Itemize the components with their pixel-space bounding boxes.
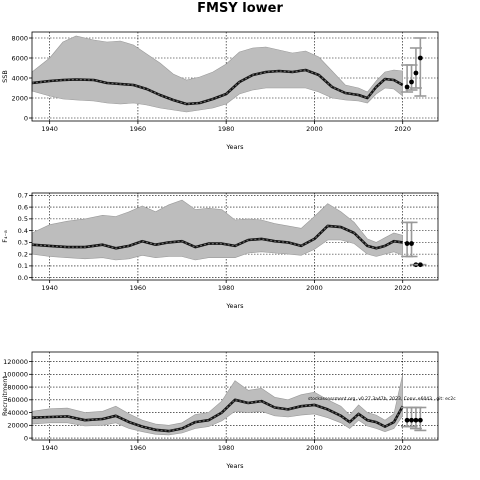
y-tick-label: 60000 (7, 396, 28, 404)
y-tick-label: 120000 (3, 358, 28, 366)
plot-frame (31, 31, 439, 122)
y-tick-label: 4000 (11, 74, 28, 82)
projection-point (404, 241, 410, 246)
projection-point (417, 55, 423, 61)
projection-point (409, 79, 414, 85)
y-tick-label: 0.5 (18, 215, 28, 223)
x-tick-label: 1940 (41, 125, 58, 133)
y-tick-label: 0 (24, 114, 28, 122)
y-tick-label: 8000 (11, 34, 28, 42)
y-tick-label: 0.7 (18, 192, 28, 200)
y-tick-label: 0.1 (18, 262, 28, 270)
x-tick-label: 2020 (394, 284, 411, 292)
projection-point (409, 241, 414, 246)
estimate-line (31, 224, 403, 250)
confidence-band (31, 374, 403, 436)
x-tick-label: 1940 (41, 444, 58, 452)
x-tick-label: 2000 (306, 284, 323, 292)
y-axis-label: F₄₋₈ (1, 230, 9, 243)
plot-frame (31, 351, 439, 441)
y-tick-label: 20000 (7, 422, 28, 430)
x-axis-label: Years (225, 143, 244, 151)
x-tick-label: 2020 (394, 444, 411, 452)
estimate-line (31, 398, 404, 433)
y-tick-label: 0.2 (18, 250, 28, 258)
y-axis-label: Recruitment (1, 376, 9, 416)
plot-frame (31, 192, 439, 281)
projection-point (413, 417, 419, 423)
x-tick-label: 2000 (306, 444, 323, 452)
projection-point (404, 417, 410, 423)
projection-point (417, 262, 423, 268)
y-tick-label: 0.4 (18, 227, 28, 235)
projection-point (413, 70, 419, 76)
y-axis-label: SSB (1, 70, 9, 83)
y-tick-label: 40000 (7, 409, 28, 417)
x-axis-label: Years (225, 462, 244, 470)
y-tick-label: 100000 (3, 371, 28, 379)
chart-panel-2: 1940 1960 1980 2000 2020 0.0 0.1 0.2 0.3 0.4 0.5 0.… (1, 192, 439, 310)
y-tick-label: 6000 (11, 54, 28, 62)
x-tick-label: 2000 (306, 125, 323, 133)
estimate-line-dash (31, 69, 403, 105)
x-tick-label: 1960 (130, 444, 147, 452)
projection-point (404, 84, 410, 90)
x-tick-label: 1960 (130, 284, 147, 292)
y-tick-label: 0 (24, 434, 28, 442)
confidence-band (31, 35, 403, 113)
x-tick-label: 2020 (394, 125, 411, 133)
x-tick-label: 1960 (130, 125, 147, 133)
x-tick-label: 1980 (218, 125, 235, 133)
y-tick-label: 0.0 (18, 274, 28, 282)
x-tick-label: 1940 (41, 284, 58, 292)
projection-point (409, 417, 414, 423)
y-tick-label: 0.6 (18, 203, 28, 211)
chart-panel-3: 1940 1960 1980 2000 2020 0 20000 40000 60000 8000… (1, 351, 456, 470)
page-title: FMSY lower (197, 1, 283, 16)
y-tick-label: 80000 (7, 383, 28, 391)
confidence-band (31, 199, 403, 261)
software-annotation: stockassessment.org, v0.27.3a47b, 2023, … (308, 396, 456, 402)
projection-point (417, 417, 423, 423)
x-tick-label: 1980 (218, 444, 235, 452)
y-tick-label: 0.3 (18, 239, 28, 247)
chart-panel-1: 1940 1960 1980 2000 2020 0 2000 4000 6000 8000 Yea… (1, 31, 439, 151)
x-tick-label: 1980 (218, 284, 235, 292)
x-axis-label: Years (225, 302, 244, 310)
y-tick-label: 2000 (11, 94, 28, 102)
